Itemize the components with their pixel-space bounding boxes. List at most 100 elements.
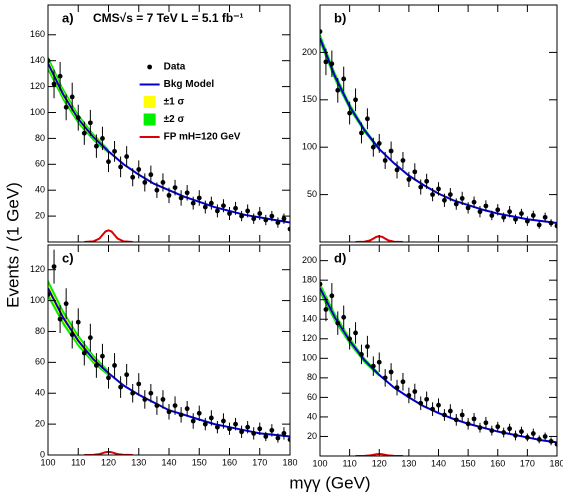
data-point (100, 135, 105, 141)
data-point (269, 427, 275, 433)
y-tick-label: 120 (302, 333, 317, 343)
x-tick-label: 180 (549, 458, 563, 468)
data-point (160, 180, 166, 185)
y-tick-label: 60 (35, 159, 45, 169)
data-point (477, 425, 483, 431)
data-point (347, 336, 353, 342)
data-point (148, 390, 154, 396)
x-tick-label: 160 (490, 458, 505, 468)
data-point (172, 185, 178, 191)
data-point (519, 429, 524, 434)
data-point (483, 203, 489, 209)
data-point (178, 195, 184, 201)
data-point (542, 434, 548, 439)
data-point (100, 353, 105, 359)
data-point (257, 426, 263, 432)
data-point (418, 184, 424, 190)
y-tick-label: 200 (302, 47, 317, 57)
x-tick-label: 100 (312, 458, 327, 468)
data-point (178, 412, 184, 418)
x-tick-label: 140 (161, 457, 176, 467)
data-point (477, 209, 483, 215)
data-point (453, 201, 459, 207)
data-point (63, 301, 69, 307)
data-point (221, 418, 226, 424)
data-point (281, 216, 287, 222)
x-tick-label: 100 (40, 457, 55, 467)
data-point (142, 397, 148, 402)
data-point (257, 211, 263, 216)
data-point (320, 29, 323, 34)
data-point (329, 61, 335, 67)
data-point (471, 199, 477, 205)
x-tick-label: 120 (372, 458, 387, 468)
data-point (94, 363, 99, 368)
data-point (388, 369, 394, 375)
data-point (281, 430, 287, 436)
y-tick-label: 40 (35, 185, 45, 195)
data-point (406, 393, 412, 398)
data-point (323, 307, 329, 312)
y-tick-label: 60 (307, 392, 317, 402)
data-point (459, 195, 465, 201)
data-point (196, 195, 202, 201)
data-point (365, 116, 370, 122)
data-point (394, 385, 400, 391)
signal-curve (84, 229, 133, 242)
y-tick-label: 140 (30, 55, 45, 65)
x-tick-label: 110 (71, 457, 85, 467)
data-point (430, 192, 435, 198)
legend-marker (147, 64, 153, 70)
x-tick-label: 150 (192, 457, 207, 467)
y-tick-label: 80 (307, 372, 317, 382)
x-tick-label: 150 (461, 458, 476, 468)
data-point (495, 207, 501, 213)
data-point (94, 143, 99, 149)
data-point (287, 437, 290, 442)
x-axis-title: mγγ (GeV) (289, 473, 370, 492)
panel-label: b) (334, 10, 346, 25)
data-point (335, 87, 341, 93)
data-point (442, 412, 447, 418)
legend-label: Data (164, 62, 186, 73)
data-point (69, 332, 75, 337)
data-point (430, 406, 435, 412)
data-point (51, 81, 57, 87)
x-tick-label: 170 (520, 458, 535, 468)
data-point (524, 435, 530, 440)
data-point (208, 200, 214, 206)
data-point (501, 430, 507, 435)
data-point (263, 434, 269, 439)
y-tick-label: 100 (30, 107, 45, 117)
data-point (471, 416, 477, 422)
data-point (81, 350, 87, 356)
data-point (323, 59, 329, 65)
x-tick-label: 180 (282, 457, 297, 467)
data-point (376, 141, 382, 146)
data-point (221, 203, 226, 209)
data-point (554, 441, 557, 447)
y-tick-label: 50 (307, 189, 317, 199)
data-point (202, 421, 208, 427)
data-point (554, 223, 557, 229)
data-point (251, 216, 257, 222)
y-tick-label: 60 (35, 357, 45, 367)
data-point (365, 344, 370, 349)
data-point (442, 197, 447, 203)
x-tick-label: 170 (252, 457, 267, 467)
data-point (87, 120, 93, 126)
data-point (245, 424, 251, 430)
data-point (166, 409, 172, 415)
data-point (215, 424, 220, 430)
data-point (106, 159, 111, 165)
background-fit (320, 287, 557, 444)
y-tick-label: 20 (35, 418, 45, 428)
y-tick-label: 200 (302, 255, 317, 265)
data-point (418, 400, 424, 406)
data-point (548, 220, 554, 226)
data-point (136, 381, 142, 387)
data-point (507, 209, 512, 215)
y-tick-label: 0 (40, 449, 45, 459)
data-point (69, 94, 75, 100)
